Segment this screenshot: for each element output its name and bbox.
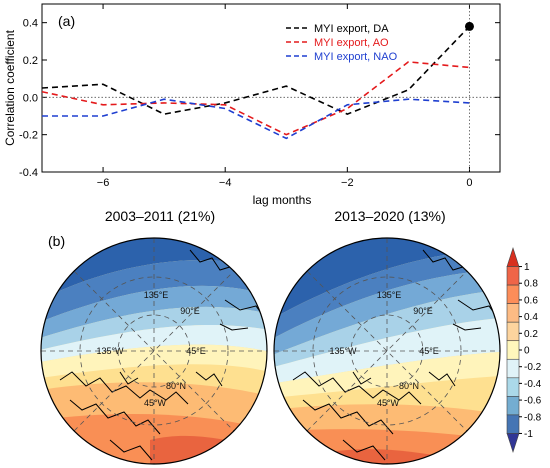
x-tick-label: 0 <box>466 177 472 189</box>
y-axis-label: Correlation coefficient <box>3 29 17 146</box>
colorbar-tick-label: -0.2 <box>524 362 542 373</box>
map-label-135e: 135°E <box>144 290 169 300</box>
colorbar-tick-label: 0 <box>524 346 530 357</box>
series-group <box>42 25 471 140</box>
left-map: 135°E 90°E 135°W 45°E 80°N 45°W <box>40 237 268 465</box>
coastline <box>59 249 267 461</box>
colorbar-cell <box>506 247 520 267</box>
colorbar-tick-label: 0.8 <box>524 279 538 290</box>
colorbar-cell <box>506 358 520 379</box>
colorbar-cell <box>506 433 520 453</box>
colorbar-tick-label: -0.4 <box>524 379 542 390</box>
map-border <box>40 237 268 465</box>
map-label-135w: 135°W <box>329 346 357 356</box>
y-tick-label: -0.2 <box>19 130 38 142</box>
x-tick-label: −2 <box>341 177 354 189</box>
legend-label: MYI export, AO <box>314 37 389 49</box>
map-label-90e: 90°E <box>413 306 433 316</box>
colorbar-tick-label: -0.6 <box>524 396 542 407</box>
left-map-title: 2003–2011 (21%) <box>105 208 215 224</box>
x-tick-label: −4 <box>219 177 232 189</box>
colorbar-tick-label: 0.4 <box>524 312 538 323</box>
map-label-135e: 135°E <box>377 290 402 300</box>
colorbar-cell <box>506 377 520 397</box>
legend: MYI export, DA MYI export, AO MYI export, … <box>286 23 398 63</box>
series-line-0 <box>42 25 471 116</box>
map-border <box>273 237 501 465</box>
colorbar-cell <box>506 396 520 416</box>
colorbar-tick-label: 0.2 <box>524 329 538 340</box>
map-label-45w: 45°W <box>144 398 167 408</box>
panel-a-label: (a) <box>58 13 75 29</box>
colorbar-cell <box>506 284 520 304</box>
map-label-45w: 45°W <box>377 398 400 408</box>
y-tick-label: 0.4 <box>23 18 38 30</box>
x-axis: −6 −4 −2 0 <box>97 4 473 189</box>
map-label-80n: 80°N <box>166 381 186 391</box>
colorbar-tick-label: 0.6 <box>524 295 538 306</box>
legend-label: MYI export, DA <box>314 23 389 35</box>
series-line-1 <box>42 61 470 136</box>
colorbar-tick-label: 1 <box>524 262 530 273</box>
y-tick-label: -0.4 <box>19 167 38 179</box>
y-axis: -0.4 -0.2 0.0 0.2 0.4 <box>19 18 500 179</box>
plot-frame <box>41 3 501 173</box>
map-label-45e: 45°E <box>186 346 206 356</box>
right-map-title: 2013–2020 (13%) <box>334 208 445 224</box>
highlight-point <box>464 21 474 31</box>
map-panel: (b) 2003–2011 (21%) 2013–2020 (13%) <box>40 208 542 465</box>
graticule <box>41 238 267 464</box>
x-tick-label: −6 <box>97 177 110 189</box>
legend-label: MYI export, NAO <box>314 51 398 63</box>
x-axis-label: lag months <box>253 193 312 207</box>
map-label-45e: 45°E <box>419 346 439 356</box>
series-line-2 <box>42 98 470 140</box>
right-map: 135°E 90°E 135°W 45°E 80°N 45°W <box>273 237 501 465</box>
colorbar-cell <box>506 266 520 286</box>
colorbar-cell <box>506 321 520 342</box>
colorbar-cell <box>506 303 520 323</box>
y-tick-label: 0.2 <box>23 55 38 67</box>
y-tick-label: 0.0 <box>23 92 38 104</box>
colorbar-cell <box>506 414 520 434</box>
colorbar-cell <box>506 340 520 360</box>
colorbar: 1 0.8 0.6 0.4 0.2 0 -0.2 -0.4 -0.6 -0.8 -1 <box>506 247 542 453</box>
map-label-80n: 80°N <box>399 381 419 391</box>
map-label-135w: 135°W <box>96 346 124 356</box>
map-label-90e: 90°E <box>180 306 200 316</box>
graticule <box>274 238 500 464</box>
panel-b-label: (b) <box>48 233 65 249</box>
colorbar-tick-label: -0.8 <box>524 412 542 423</box>
line-chart-panel: -0.4 -0.2 0.0 0.2 0.4 −6 −4 −2 0 (a) Correlatio… <box>3 3 501 207</box>
colorbar-tick-label: -1 <box>524 429 533 440</box>
